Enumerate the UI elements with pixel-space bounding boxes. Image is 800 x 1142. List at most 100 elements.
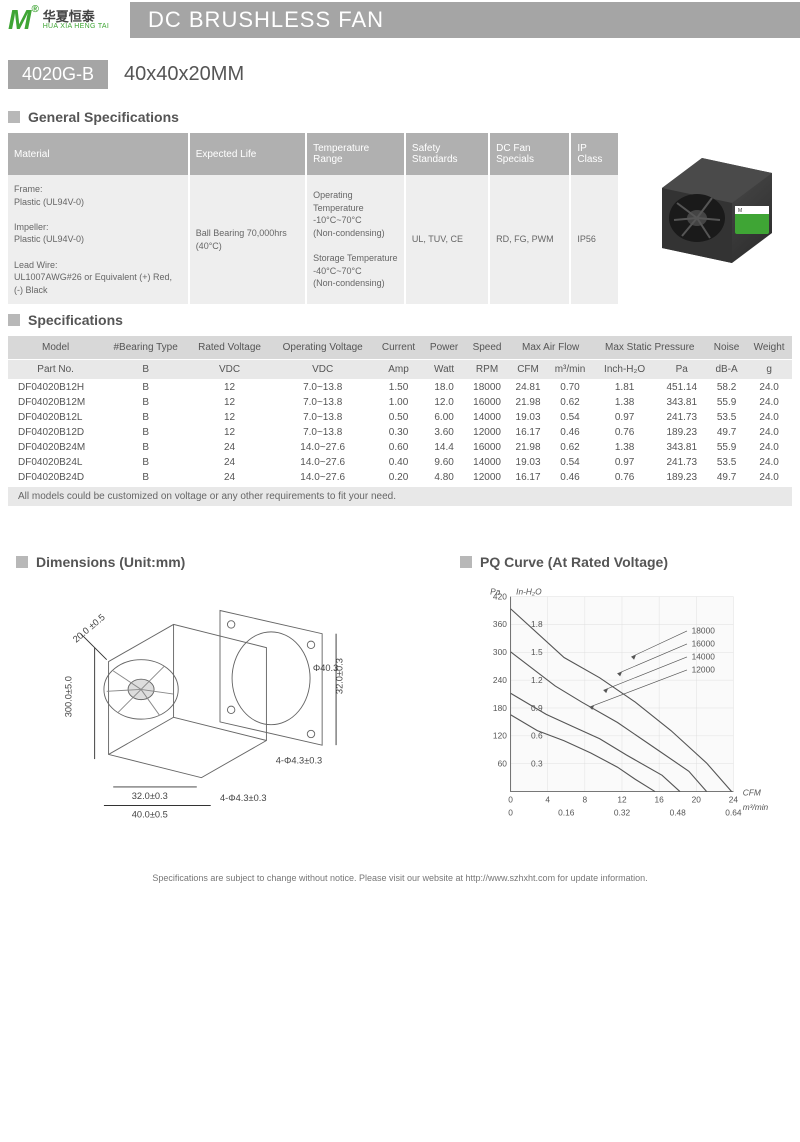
spec-cell: 24.0 (746, 440, 792, 455)
svg-text:14000: 14000 (692, 652, 716, 662)
section-label: Dimensions (Unit:mm) (36, 554, 185, 570)
spec-cell: 451.14 (657, 380, 707, 396)
spec-cell: B (103, 395, 188, 410)
spec-cell: DF04020B24D (8, 470, 103, 485)
spec-cell: 16000 (465, 440, 508, 455)
svg-text:12000: 12000 (692, 665, 716, 675)
spec-subheader: VDC (271, 360, 374, 380)
spec-cell: 14000 (465, 410, 508, 425)
spec-subheader: Part No. (8, 360, 103, 380)
spec-subheader: g (746, 360, 792, 380)
spec-cell: B (103, 425, 188, 440)
spec-cell: 24 (188, 440, 271, 455)
gs-header: Expected Life (189, 133, 306, 175)
spec-subheader: Watt (423, 360, 466, 380)
svg-text:0.9: 0.9 (531, 703, 543, 713)
section-marker-icon (8, 111, 20, 123)
section-marker-icon (16, 556, 28, 568)
dimensions-text: 40x40x20MM (124, 63, 244, 86)
spec-cell: 4.80 (423, 470, 466, 485)
svg-text:1.8: 1.8 (531, 620, 543, 630)
svg-text:32.0±0.3: 32.0±0.3 (335, 658, 345, 694)
spec-cell: B (103, 470, 188, 485)
spec-cell: 12000 (465, 470, 508, 485)
section-general-spec: General Specifications (0, 101, 800, 133)
svg-text:0.48: 0.48 (670, 808, 687, 818)
spec-cell: 24 (188, 470, 271, 485)
spec-cell: DF04020B12D (8, 425, 103, 440)
table-row: DF04020B12LB127.0~13.80.506.001400019.03… (8, 410, 792, 425)
spec-header: Noise (707, 336, 746, 360)
gs-header: DC Fan Specials (489, 133, 570, 175)
table-row: DF04020B24DB2414.0~27.60.204.801200016.1… (8, 470, 792, 485)
spec-cell: 16.17 (509, 425, 548, 440)
spec-cell: 24.0 (746, 380, 792, 396)
svg-text:360: 360 (493, 620, 507, 630)
svg-text:M: M (738, 208, 742, 214)
spec-cell: 0.46 (547, 425, 592, 440)
spec-cell: 12000 (465, 425, 508, 440)
spec-subheader: Inch-H₂O (593, 360, 657, 380)
spec-cell: DF04020B24L (8, 455, 103, 470)
logo-en-text: HUA XIA HENG TAI (43, 23, 109, 30)
section-label: General Specifications (28, 109, 179, 125)
spec-cell: 0.40 (374, 455, 422, 470)
spec-cell: 24.0 (746, 425, 792, 440)
svg-text:4-Φ4.3±0.3: 4-Φ4.3±0.3 (276, 756, 322, 766)
spec-cell: 0.60 (374, 440, 422, 455)
section-label: PQ Curve (At Rated Voltage) (480, 554, 668, 570)
section-marker-icon (460, 556, 472, 568)
pq-chart: 601201802403003604200.30.60.91.21.51.8 0… (452, 578, 792, 838)
spec-cell: 55.9 (707, 440, 746, 455)
spec-cell: 55.9 (707, 395, 746, 410)
spec-cell: DF04020B24M (8, 440, 103, 455)
svg-text:0.32: 0.32 (614, 808, 631, 818)
svg-text:32.0±0.3: 32.0±0.3 (132, 791, 168, 801)
spec-cell: 24 (188, 455, 271, 470)
table-row: DF04020B12MB127.0~13.81.0012.01600021.98… (8, 395, 792, 410)
spec-header: Rated Voltage (188, 336, 271, 360)
spec-cell: 7.0~13.8 (271, 425, 374, 440)
spec-cell: 58.2 (707, 380, 746, 396)
svg-text:24: 24 (729, 795, 739, 805)
svg-text:0.3: 0.3 (531, 759, 543, 769)
gs-cell: Ball Bearing 70,000hrs (40°C) (189, 175, 306, 304)
svg-text:120: 120 (493, 731, 507, 741)
logo-mark: M® (8, 4, 39, 36)
spec-cell: 19.03 (509, 410, 548, 425)
spec-cell: 24.0 (746, 410, 792, 425)
svg-text:300: 300 (493, 647, 507, 657)
spec-cell: 12 (188, 410, 271, 425)
svg-text:180: 180 (493, 703, 507, 713)
spec-header: Operating Voltage (271, 336, 374, 360)
spec-cell: 0.70 (547, 380, 592, 396)
spec-cell: 1.38 (593, 395, 657, 410)
spec-subheader: Amp (374, 360, 422, 380)
gs-cell: Frame: Plastic (UL94V-0) Impeller: Plast… (8, 175, 189, 304)
spec-cell: 12 (188, 395, 271, 410)
svg-text:m³/min: m³/min (743, 802, 769, 812)
table-row: DF04020B24LB2414.0~27.60.409.601400019.0… (8, 455, 792, 470)
logo: M® 华夏恒泰 HUA XIA HENG TAI (0, 4, 130, 36)
model-badge: 4020G-B (8, 60, 108, 89)
spec-subheader: VDC (188, 360, 271, 380)
gs-cell: IP56 (570, 175, 619, 304)
gs-cell: RD, FG, PWM (489, 175, 570, 304)
spec-cell: 7.0~13.8 (271, 410, 374, 425)
spec-header: Max Static Pressure (593, 336, 707, 360)
svg-text:20.0 ±0.5: 20.0 ±0.5 (71, 612, 107, 644)
spec-cell: 18.0 (423, 380, 466, 396)
spec-cell: 21.98 (509, 395, 548, 410)
spec-header: Power (423, 336, 466, 360)
section-dimensions: Dimensions (Unit:mm) (8, 546, 432, 578)
gs-header: Temperature Range (306, 133, 405, 175)
spec-subheader: B (103, 360, 188, 380)
spec-header: Weight (746, 336, 792, 360)
spec-cell: 7.0~13.8 (271, 380, 374, 396)
spec-cell: 14.4 (423, 440, 466, 455)
spec-cell: B (103, 455, 188, 470)
gs-header: Material (8, 133, 189, 175)
svg-text:0: 0 (508, 795, 513, 805)
spec-cell: 189.23 (657, 470, 707, 485)
svg-text:12: 12 (617, 795, 627, 805)
